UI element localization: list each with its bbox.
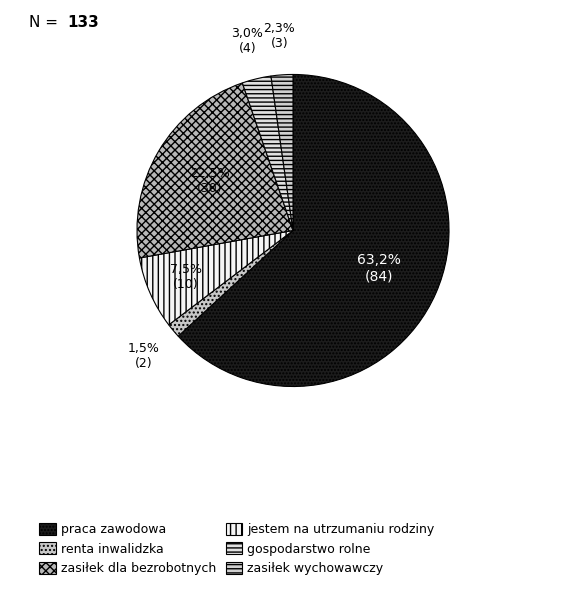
Wedge shape [169,230,293,336]
Wedge shape [137,83,293,258]
Text: 133: 133 [67,15,99,30]
Text: 22,5%
(30): 22,5% (30) [190,167,230,196]
Text: 2,3%
(3): 2,3% (3) [263,22,295,50]
Text: 3,0%
(4): 3,0% (4) [231,27,263,55]
Wedge shape [243,76,293,230]
Text: 7,5%
(10): 7,5% (10) [170,264,202,291]
Wedge shape [178,74,449,387]
Text: 1,5%
(2): 1,5% (2) [128,342,159,369]
Legend: praca zawodowa, renta inwalidzka, zasiłek dla bezrobotnych, jestem na utrzumaniu: praca zawodowa, renta inwalidzka, zasiłe… [36,519,438,579]
Text: 63,2%
(84): 63,2% (84) [357,253,401,283]
Wedge shape [139,230,293,325]
Wedge shape [271,74,293,230]
Text: N =: N = [29,15,63,30]
